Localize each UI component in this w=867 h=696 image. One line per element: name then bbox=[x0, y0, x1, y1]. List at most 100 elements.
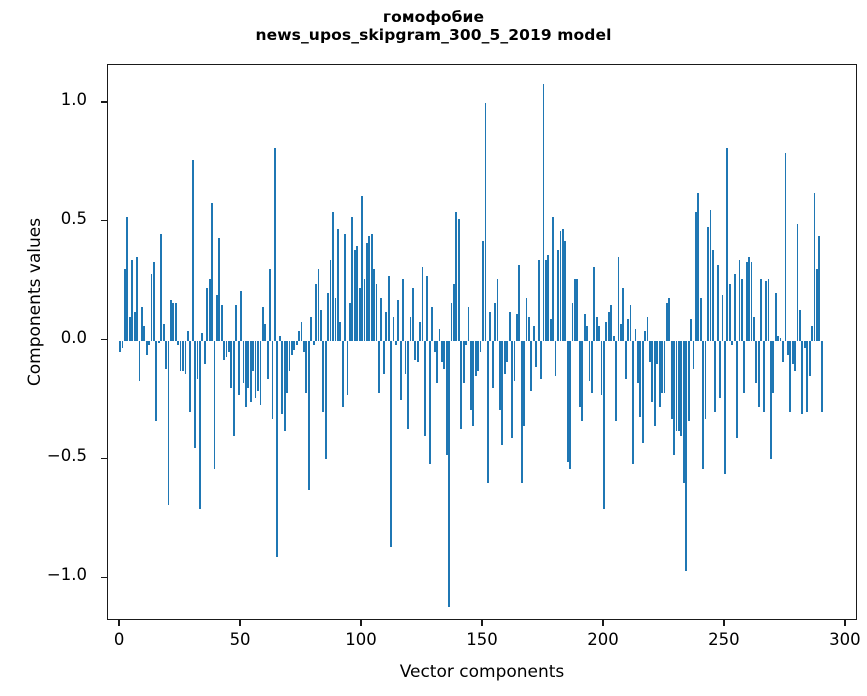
bar bbox=[465, 340, 467, 346]
bar bbox=[549, 319, 552, 341]
bar bbox=[479, 340, 482, 353]
bar bbox=[469, 340, 472, 410]
bar bbox=[271, 340, 274, 420]
bar bbox=[172, 302, 175, 341]
y-tick-mark bbox=[101, 338, 107, 341]
y-tick-label: −0.5 bbox=[46, 446, 87, 466]
bar bbox=[293, 340, 296, 351]
x-tick-mark bbox=[360, 620, 362, 626]
bar bbox=[150, 274, 153, 341]
bar bbox=[124, 269, 126, 341]
bar bbox=[629, 304, 632, 341]
bar bbox=[467, 307, 470, 341]
bar bbox=[786, 340, 789, 355]
x-tick-label: 150 bbox=[466, 630, 498, 649]
bar bbox=[721, 295, 724, 341]
bar bbox=[290, 340, 293, 355]
y-tick-label: 1.0 bbox=[60, 90, 87, 110]
bar bbox=[709, 209, 712, 341]
bar bbox=[409, 316, 412, 341]
bar bbox=[201, 333, 204, 341]
x-axis-label: Vector components bbox=[399, 662, 565, 682]
bar bbox=[160, 233, 163, 341]
bar bbox=[815, 269, 818, 341]
bar bbox=[254, 340, 257, 398]
bar bbox=[215, 295, 218, 341]
bar bbox=[375, 283, 378, 341]
bar bbox=[581, 340, 584, 422]
bar bbox=[685, 340, 688, 572]
bar bbox=[692, 340, 695, 370]
bar bbox=[477, 340, 480, 372]
bar bbox=[755, 340, 758, 384]
bar bbox=[128, 316, 131, 341]
bar bbox=[421, 266, 424, 341]
bar bbox=[733, 274, 736, 341]
bar bbox=[619, 323, 622, 341]
bar bbox=[283, 340, 286, 431]
bar bbox=[559, 231, 562, 341]
bar bbox=[789, 340, 792, 412]
bar bbox=[428, 340, 431, 465]
bar bbox=[607, 312, 610, 341]
bar bbox=[624, 340, 627, 379]
bar bbox=[566, 340, 569, 462]
bar bbox=[544, 259, 547, 341]
bar bbox=[716, 264, 719, 341]
bar bbox=[436, 340, 438, 384]
bar bbox=[782, 340, 784, 362]
bar bbox=[450, 302, 453, 341]
bar bbox=[615, 340, 617, 422]
bar bbox=[726, 148, 729, 341]
bar bbox=[547, 255, 550, 341]
y-tick-label: 0.0 bbox=[60, 327, 87, 347]
x-tick-label: 200 bbox=[587, 630, 619, 649]
bar bbox=[760, 278, 763, 341]
bar bbox=[424, 340, 426, 436]
bar bbox=[247, 340, 250, 389]
bar bbox=[332, 212, 334, 341]
bar bbox=[499, 340, 501, 410]
bar bbox=[288, 340, 291, 372]
bar bbox=[399, 340, 402, 400]
bar bbox=[426, 276, 429, 341]
bar bbox=[276, 340, 279, 557]
bar bbox=[668, 297, 671, 341]
x-tick-mark bbox=[239, 620, 241, 626]
bar bbox=[578, 340, 581, 408]
bar bbox=[274, 148, 276, 341]
bar bbox=[281, 340, 284, 415]
bar bbox=[731, 340, 734, 346]
bar bbox=[186, 331, 189, 341]
bar bbox=[346, 340, 349, 396]
bar bbox=[322, 340, 325, 412]
bar bbox=[588, 340, 591, 381]
bar bbox=[244, 340, 247, 408]
bar bbox=[506, 340, 509, 362]
bar bbox=[385, 312, 388, 341]
bar bbox=[133, 312, 136, 341]
bar bbox=[532, 326, 535, 341]
bar bbox=[520, 340, 523, 484]
bar bbox=[213, 340, 216, 469]
bar bbox=[779, 338, 782, 341]
bar bbox=[806, 340, 809, 412]
chart-title-line-1: гомофобие bbox=[382, 8, 485, 26]
bar bbox=[537, 259, 540, 341]
bar bbox=[518, 264, 521, 341]
bar bbox=[165, 340, 167, 370]
bar bbox=[673, 340, 676, 455]
bar bbox=[242, 340, 245, 384]
bar bbox=[801, 340, 804, 415]
bar bbox=[286, 340, 288, 393]
bar bbox=[690, 319, 692, 341]
y-tick-label: 0.5 bbox=[60, 208, 87, 228]
bar bbox=[261, 307, 264, 341]
bar bbox=[540, 340, 542, 379]
bar bbox=[368, 236, 371, 341]
bar bbox=[378, 340, 380, 393]
bar bbox=[799, 309, 801, 341]
bar bbox=[525, 297, 528, 341]
bar bbox=[126, 217, 129, 341]
bar bbox=[402, 278, 405, 341]
